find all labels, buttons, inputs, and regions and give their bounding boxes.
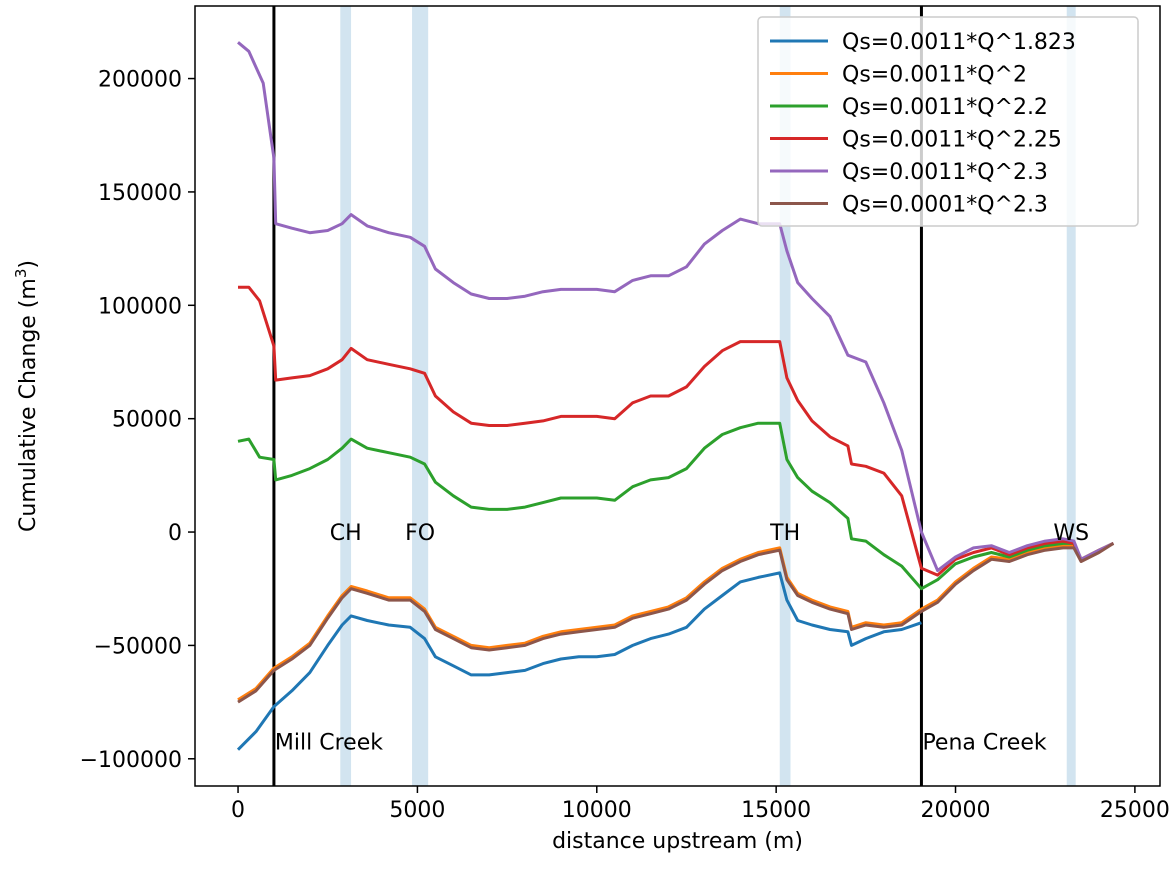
y-axis-label-main: Cumulative Change (m <box>16 278 41 532</box>
series-line-0 <box>236 571 922 751</box>
legend-label-3: Qs=0.0011*Q^2.25 <box>842 128 1062 153</box>
legend-box <box>757 16 1139 227</box>
shaded-band-0 <box>340 6 352 786</box>
legend-label-4: Qs=0.0011*Q^2.3 <box>842 160 1048 185</box>
legend-label-5: Qs=0.0001*Q^2.3 <box>842 193 1048 218</box>
y-axis-label: Cumulative Change (m3) <box>12 260 41 532</box>
band-label-0: CH <box>330 521 362 546</box>
y-tick-label-2: 0 <box>168 521 182 546</box>
y-tick-label-5: 150000 <box>98 181 182 206</box>
y-tick-label-4: 100000 <box>98 294 182 319</box>
series-line-4 <box>237 41 1115 573</box>
legend-label-1: Qs=0.0011*Q^2 <box>842 63 1027 88</box>
shaded-band-1 <box>412 6 429 786</box>
legend-label-2: Qs=0.0011*Q^2.2 <box>842 95 1048 120</box>
x-axis-ticks: 0 5000 10000 15000 20000 25000 <box>231 786 1170 823</box>
shaded-band-2 <box>779 6 791 786</box>
x-tick-label-0: 0 <box>231 798 245 823</box>
series-line-3 <box>238 285 1115 577</box>
band-label-1: FO <box>405 521 435 546</box>
y-axis-label-sup: 3 <box>12 269 30 279</box>
annotations: CH FO TH WS Mill Creek Pena Creek <box>275 521 1089 756</box>
series-line-5 <box>237 542 1115 704</box>
y-tick-label-3: 50000 <box>112 408 182 433</box>
y-axis-ticks: −100000 −50000 0 50000 100000 150000 200000 <box>80 68 195 773</box>
y-tick-label-0: −100000 <box>80 748 182 773</box>
plot-frame <box>194 5 1161 787</box>
reference-line-label-0: Mill Creek <box>275 731 383 756</box>
band-label-3: WS <box>1053 521 1089 546</box>
series-line-2 <box>237 421 1115 591</box>
x-tick-label-3: 15000 <box>741 798 811 823</box>
x-axis-label: distance upstream (m) <box>552 829 803 854</box>
x-tick-label-5: 25000 <box>1100 798 1170 823</box>
legend-label-0: Qs=0.0011*Q^1.823 <box>842 30 1076 55</box>
x-tick-label-2: 10000 <box>562 798 632 823</box>
y-tick-label-6: 200000 <box>98 68 182 93</box>
series-lines <box>236 41 1115 751</box>
x-tick-label-1: 5000 <box>389 798 445 823</box>
shaded-bands <box>340 6 1076 786</box>
x-tick-label-4: 20000 <box>921 798 991 823</box>
series-line-1 <box>237 542 1115 702</box>
reference-line-label-1: Pena Creek <box>922 731 1046 756</box>
band-label-2: TH <box>769 521 800 546</box>
y-axis-label-end: ) <box>16 260 41 269</box>
y-tick-label-1: −50000 <box>94 634 182 659</box>
legend: Qs=0.0011*Q^1.823 Qs=0.0011*Q^2 Qs=0.0011*… <box>757 16 1139 227</box>
shaded-band-3 <box>1066 6 1076 786</box>
